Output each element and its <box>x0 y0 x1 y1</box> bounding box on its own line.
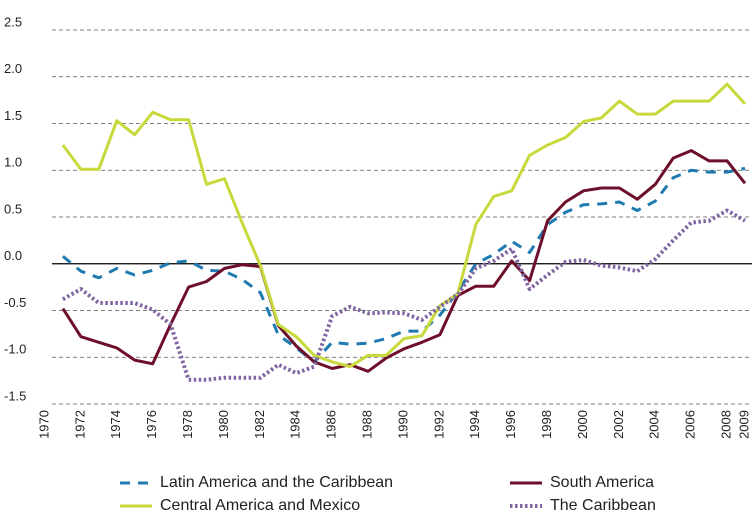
legend: Latin America and the Caribbean South Ame… <box>120 474 656 514</box>
x-tick-label: 2004 <box>647 410 662 439</box>
legend-label: South America <box>550 474 654 491</box>
y-tick-label: 1.0 <box>4 155 22 170</box>
x-tick-label: 1998 <box>539 410 554 439</box>
y-tick-label: 0.5 <box>4 201 22 216</box>
x-tick-label: 2006 <box>683 410 698 439</box>
legend-label: The Caribbean <box>550 497 656 514</box>
x-tick-label: 2002 <box>611 410 626 439</box>
x-tick-label: 1982 <box>252 410 267 439</box>
legend-label: Central America and Mexico <box>160 497 360 514</box>
series-line <box>61 149 747 373</box>
x-tick-label: 1976 <box>144 410 159 439</box>
legend-label: Latin America and the Caribbean <box>160 474 393 491</box>
x-tick-label: 1990 <box>395 410 410 439</box>
y-tick-label: 0.0 <box>4 248 22 263</box>
x-tick-label: 2008 <box>718 410 733 439</box>
x-tick-label: 1994 <box>467 410 482 439</box>
y-tick-label: 2.0 <box>4 61 22 76</box>
x-tick-label: 1984 <box>288 410 303 439</box>
x-tick-label: 1988 <box>360 410 375 439</box>
x-tick-label: 1992 <box>431 410 446 439</box>
series-line <box>61 208 746 382</box>
x-tick-label: 1996 <box>503 410 518 439</box>
x-tick-label: 2009 <box>736 410 751 439</box>
series-line <box>61 82 747 369</box>
x-tick-label: 1986 <box>324 410 339 439</box>
y-tick-label: 1.5 <box>4 108 22 123</box>
x-tick-label: 1970 <box>36 410 51 439</box>
x-tick-label: 2000 <box>575 410 590 439</box>
y-tick-label: -0.5 <box>4 295 26 310</box>
x-tick-label: 1978 <box>180 410 195 439</box>
x-tick-label: 1980 <box>216 410 231 439</box>
y-tick-label: -1.5 <box>4 388 26 403</box>
y-tick-label: 2.5 <box>4 14 22 29</box>
x-tick-label: 1972 <box>72 410 87 439</box>
y-tick-label: -1.0 <box>4 342 26 357</box>
x-tick-label: 1974 <box>108 410 123 439</box>
